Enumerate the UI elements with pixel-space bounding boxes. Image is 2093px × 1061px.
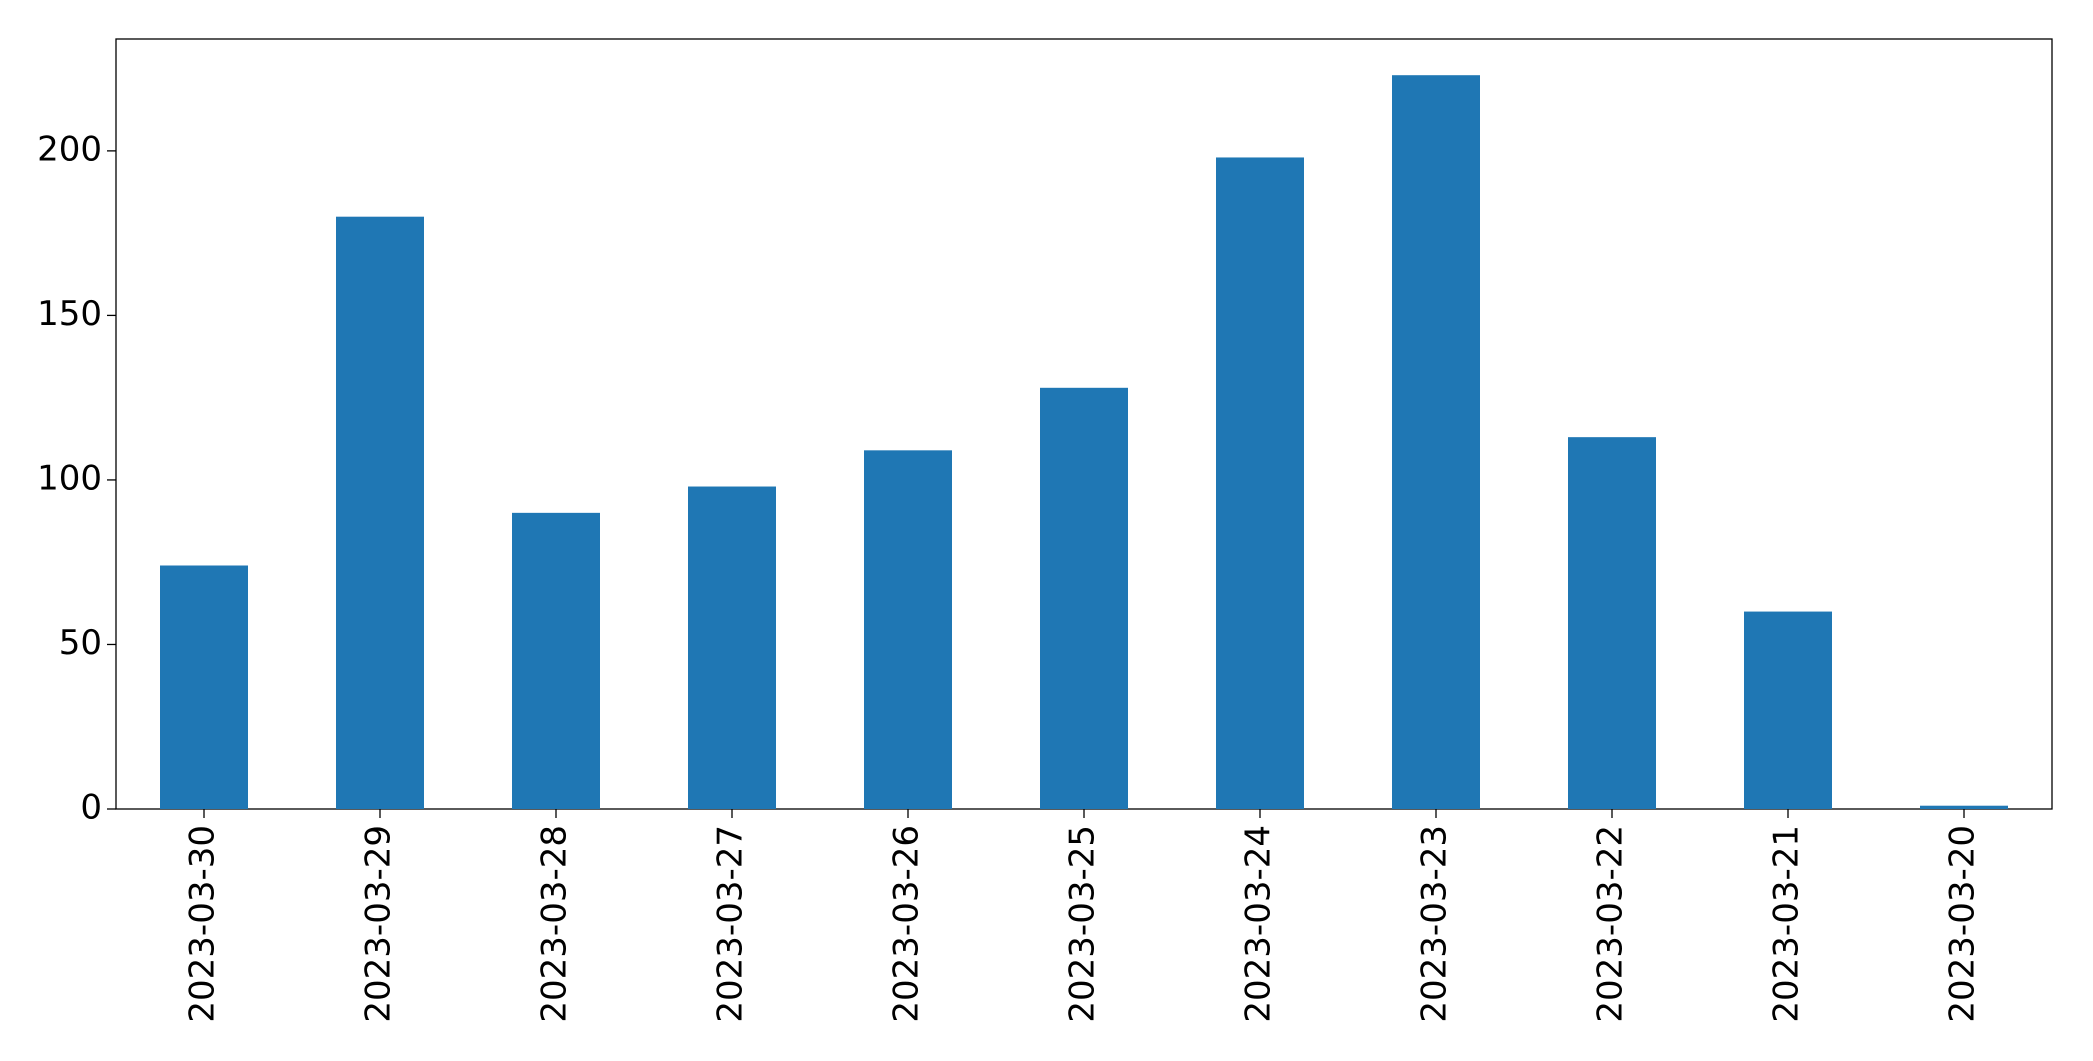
y-tick-label: 0 (80, 788, 102, 828)
bar (512, 512, 600, 809)
bar (336, 216, 424, 809)
x-tick-label: 2023-03-20 (1943, 825, 1983, 1023)
y-tick-label: 200 (37, 129, 102, 169)
x-tick-label: 2023-03-28 (535, 825, 575, 1023)
bar (1040, 387, 1128, 809)
bar (1920, 805, 2008, 809)
bar (864, 450, 952, 809)
bar (1216, 157, 1304, 809)
x-tick-label: 2023-03-22 (1591, 825, 1631, 1023)
bar (1392, 75, 1480, 809)
bar (1744, 611, 1832, 809)
y-tick-label: 100 (37, 458, 102, 498)
x-tick-label: 2023-03-23 (1415, 825, 1455, 1023)
x-tick-label: 2023-03-26 (887, 825, 927, 1023)
y-tick-label: 150 (37, 294, 102, 334)
x-tick-label: 2023-03-25 (1063, 825, 1103, 1023)
x-tick-label: 2023-03-24 (1239, 825, 1279, 1023)
bar (160, 565, 248, 809)
bar (1568, 437, 1656, 809)
y-tick-label: 50 (59, 623, 102, 663)
x-tick-label: 2023-03-30 (183, 825, 223, 1023)
bar (688, 486, 776, 809)
x-tick-label: 2023-03-21 (1767, 825, 1807, 1023)
x-tick-label: 2023-03-27 (711, 825, 751, 1023)
x-tick-label: 2023-03-29 (359, 825, 399, 1023)
